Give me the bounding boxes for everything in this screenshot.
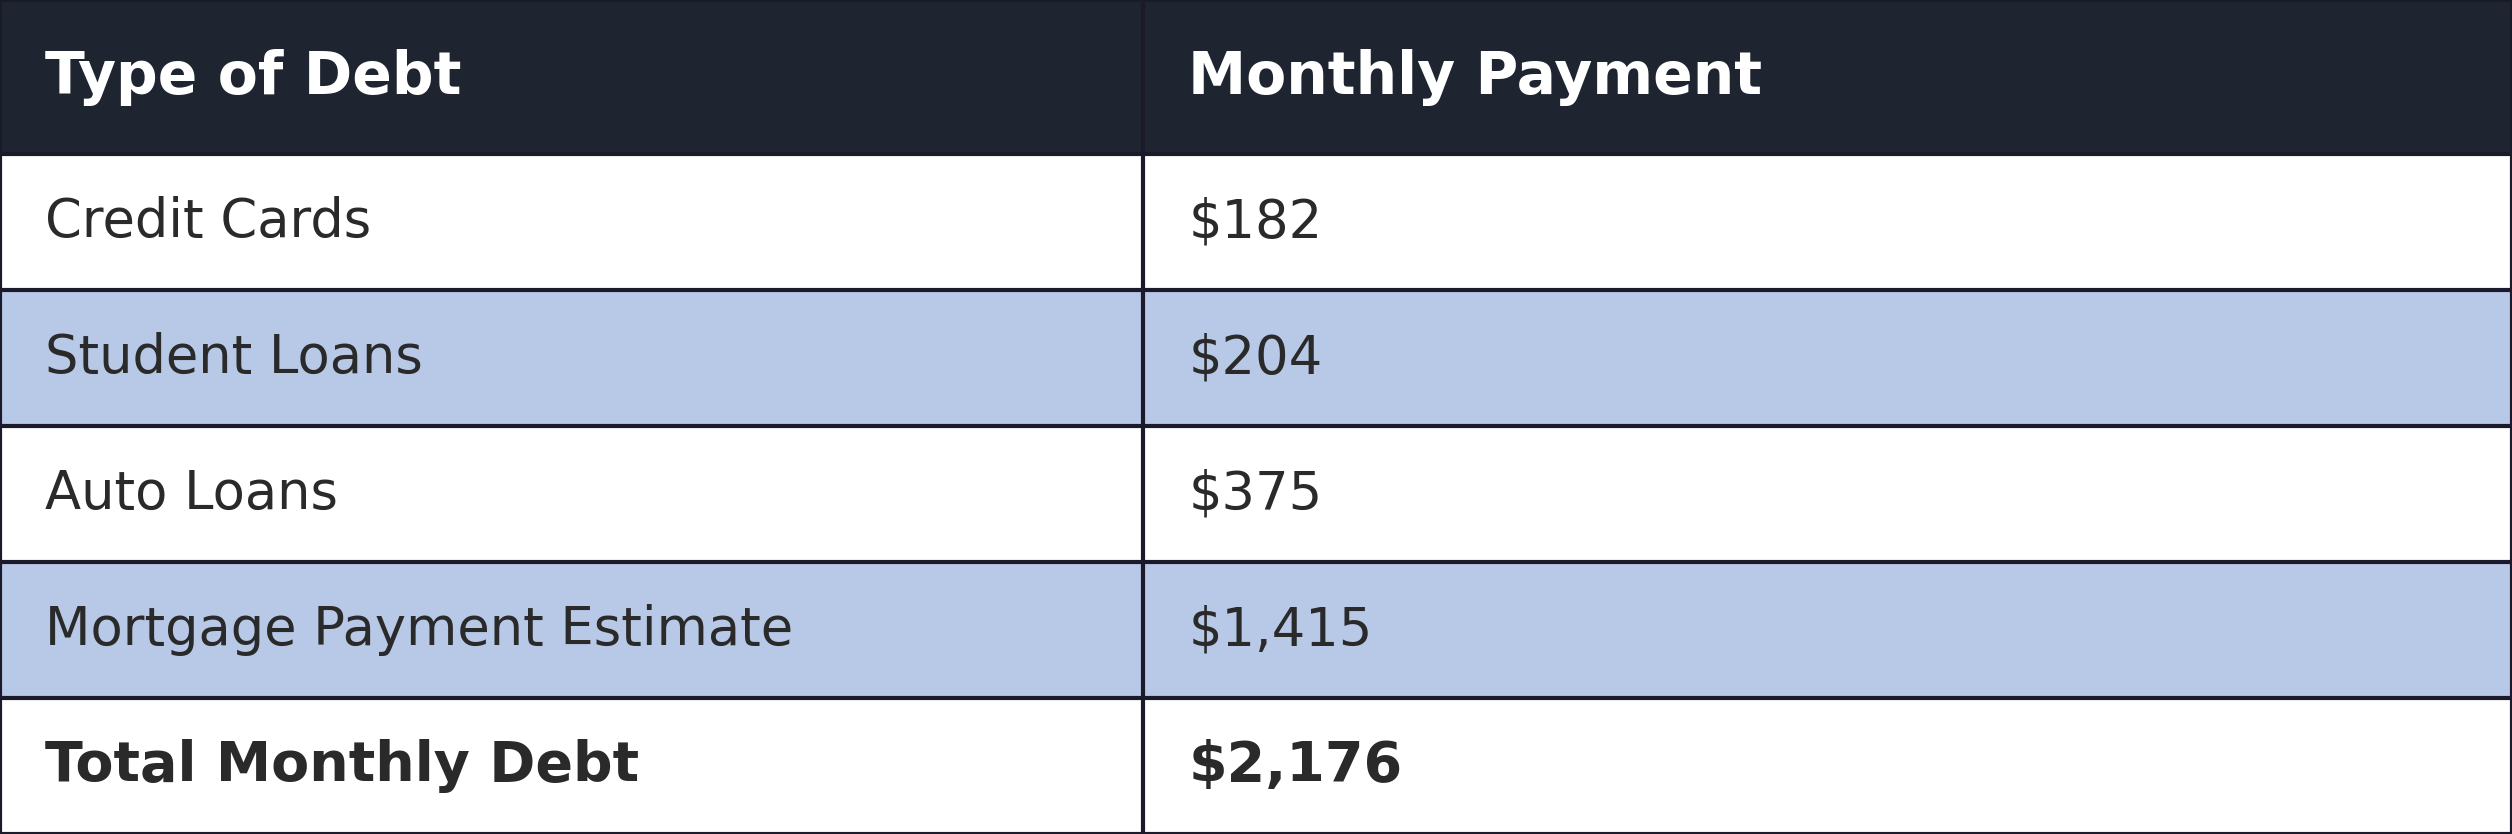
Text: Credit Cards: Credit Cards	[45, 196, 372, 249]
Bar	[0, 426, 2512, 562]
Text: Mortgage Payment Estimate: Mortgage Payment Estimate	[45, 604, 794, 656]
Text: Total Monthly Debt: Total Monthly Debt	[45, 739, 641, 793]
Text: $1,415: $1,415	[1188, 604, 1372, 656]
Text: $375: $375	[1188, 468, 1321, 520]
Text: Monthly Payment: Monthly Payment	[1188, 48, 1763, 106]
Text: Auto Loans: Auto Loans	[45, 468, 339, 520]
Text: $2,176: $2,176	[1188, 739, 1402, 793]
Bar	[0, 562, 2512, 698]
Bar	[0, 154, 2512, 290]
Bar	[0, 0, 2512, 154]
Bar	[0, 698, 2512, 834]
Text: $204: $204	[1188, 332, 1321, 384]
Text: Type of Debt: Type of Debt	[45, 48, 462, 106]
Text: $182: $182	[1188, 196, 1321, 249]
Bar	[0, 290, 2512, 426]
Text: Student Loans: Student Loans	[45, 332, 422, 384]
